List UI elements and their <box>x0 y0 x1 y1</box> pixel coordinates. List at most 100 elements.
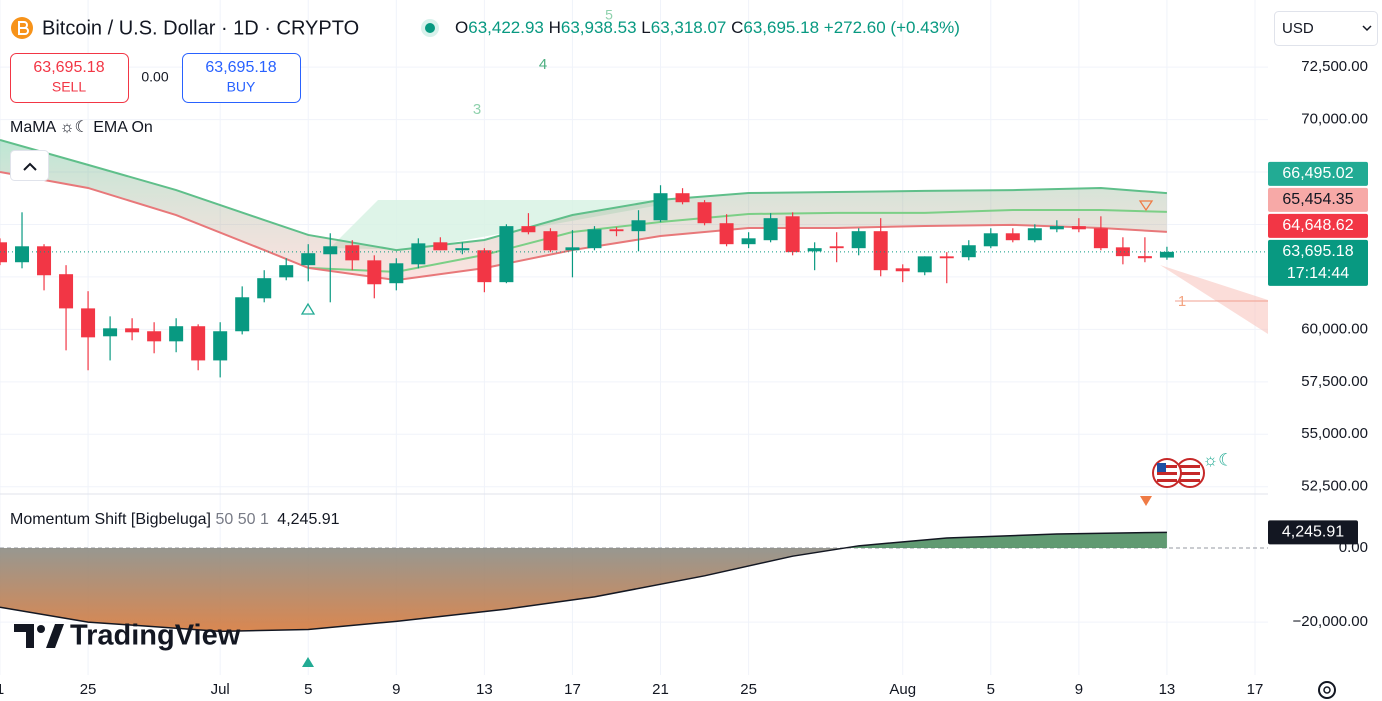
indicator-title: Momentum Shift [Bigbeluga] 50 50 1 4,245… <box>10 511 340 528</box>
candle-body <box>1093 228 1108 249</box>
x-tick-label: 5 <box>304 681 312 698</box>
collapse-icon <box>23 162 37 171</box>
signal-down <box>1138 200 1154 212</box>
buy-button[interactable]: 63,695.18 BUY <box>182 53 301 103</box>
candle-body <box>389 263 404 284</box>
momentum-line <box>0 531 1167 633</box>
candle-body <box>1159 251 1174 258</box>
candle-body <box>741 238 756 245</box>
x-tick-label: 25 <box>80 681 97 698</box>
y-tick-label: 52,500.00 <box>1301 478 1368 495</box>
price-label-box <box>1268 239 1368 286</box>
candle-body <box>895 268 910 272</box>
candle-body <box>235 297 250 332</box>
candle-body <box>785 216 800 253</box>
x-tick-label: 13 <box>1159 681 1176 698</box>
candle-body <box>961 245 976 258</box>
settings-icon[interactable] <box>1318 681 1336 699</box>
y-tick-label: 72,500.00 <box>1301 58 1368 75</box>
signal-down <box>1140 496 1152 506</box>
momentum-name: Momentum Shift [Bigbeluga] <box>10 511 211 528</box>
candle-body <box>499 226 514 283</box>
band-line <box>0 138 1168 252</box>
candle-body <box>103 328 118 337</box>
countdown: 17:14:44 <box>1287 265 1349 282</box>
spread: 0.00 <box>141 69 168 85</box>
ohlc-value: 63,695.18 <box>743 18 819 37</box>
header: Bitcoin / U.S. Dollar · 1D · CRYPTO O63,… <box>10 11 1378 699</box>
wave-label: 4 <box>539 56 547 73</box>
price-axis <box>1268 0 1382 701</box>
projection-zone <box>330 200 660 250</box>
buy-price: 63,695.18 <box>205 59 276 76</box>
candle-body <box>477 250 492 283</box>
candle-body <box>59 274 74 309</box>
candle-body <box>587 229 602 249</box>
candle-body <box>521 226 536 233</box>
indicator-legend: MaMA ☼☾ EMA On <box>10 119 153 136</box>
candle-body <box>191 326 206 361</box>
buy-box[interactable] <box>182 53 301 103</box>
coin-glyph <box>18 21 29 35</box>
sell-price: 63,695.18 <box>33 59 104 76</box>
price-label-box <box>1268 187 1368 212</box>
value-label-box <box>1268 520 1358 545</box>
settings-button[interactable] <box>1318 681 1336 699</box>
ohlc-key: H <box>549 18 561 37</box>
session-icon: ☼☾ <box>1203 450 1234 469</box>
x-tick-label: 17 <box>1247 681 1264 698</box>
candle-body <box>1115 247 1130 257</box>
x-tick-label: 13 <box>476 681 493 698</box>
price-label: 65,454.35 <box>1282 191 1353 208</box>
market-status-dot <box>425 23 435 33</box>
x-tick-label: 25 <box>740 681 757 698</box>
candle-body <box>1027 228 1042 241</box>
candle-body <box>1005 233 1020 241</box>
candle-body <box>763 218 778 241</box>
sell-box[interactable] <box>10 53 129 103</box>
candle-body <box>631 220 646 232</box>
wave-label: 5 <box>605 7 613 23</box>
symbol-title: Bitcoin / U.S. Dollar · 1D · CRYPTO <box>42 17 359 39</box>
currency-select[interactable]: USD <box>1274 11 1378 46</box>
candle-body <box>0 242 7 263</box>
candle-body <box>257 278 272 299</box>
collapse-button[interactable] <box>10 150 49 181</box>
currency-box[interactable] <box>1274 11 1378 46</box>
candle-body <box>983 233 998 247</box>
candle-body <box>125 328 140 333</box>
candle-body <box>367 260 382 285</box>
signal-up <box>300 302 316 315</box>
wave-label: 3 <box>473 101 481 118</box>
ohlc-key: L <box>641 18 650 37</box>
axes: 125Jul5913172125Aug59131752,500.0055,000… <box>0 58 1368 698</box>
x-tick-label: 1 <box>0 681 4 698</box>
candle-body <box>301 253 316 266</box>
chevron <box>1362 25 1372 32</box>
candle-body <box>345 245 360 261</box>
settings-icon <box>1323 686 1331 694</box>
flag-stripe <box>1180 479 1200 482</box>
value-label: 4,245.91 <box>1282 524 1344 541</box>
price-label: 66,495.02 <box>1282 165 1353 182</box>
candle-body <box>37 246 52 276</box>
ohlc-key: C <box>731 18 743 37</box>
candle-body <box>169 326 184 342</box>
buy-label: BUY <box>227 79 256 95</box>
candle-body <box>807 248 822 252</box>
ohlc-value: 63,422.93 <box>468 18 544 37</box>
signal-up <box>302 657 314 667</box>
sell-button[interactable]: 63,695.18 SELL <box>10 53 129 103</box>
y-tick-label: 55,000.00 <box>1301 425 1368 442</box>
candle-body <box>433 242 448 251</box>
candle-body <box>675 193 690 203</box>
band-fill <box>0 139 1167 281</box>
candle-body <box>81 308 96 338</box>
brand-mark <box>37 625 45 633</box>
candle-body <box>829 246 844 249</box>
x-tick-label: Jul <box>211 681 230 698</box>
momentum-params: 50 50 1 <box>215 511 268 528</box>
flag-stripe <box>1157 472 1177 475</box>
price-label: 63,695.18 <box>1282 243 1353 260</box>
